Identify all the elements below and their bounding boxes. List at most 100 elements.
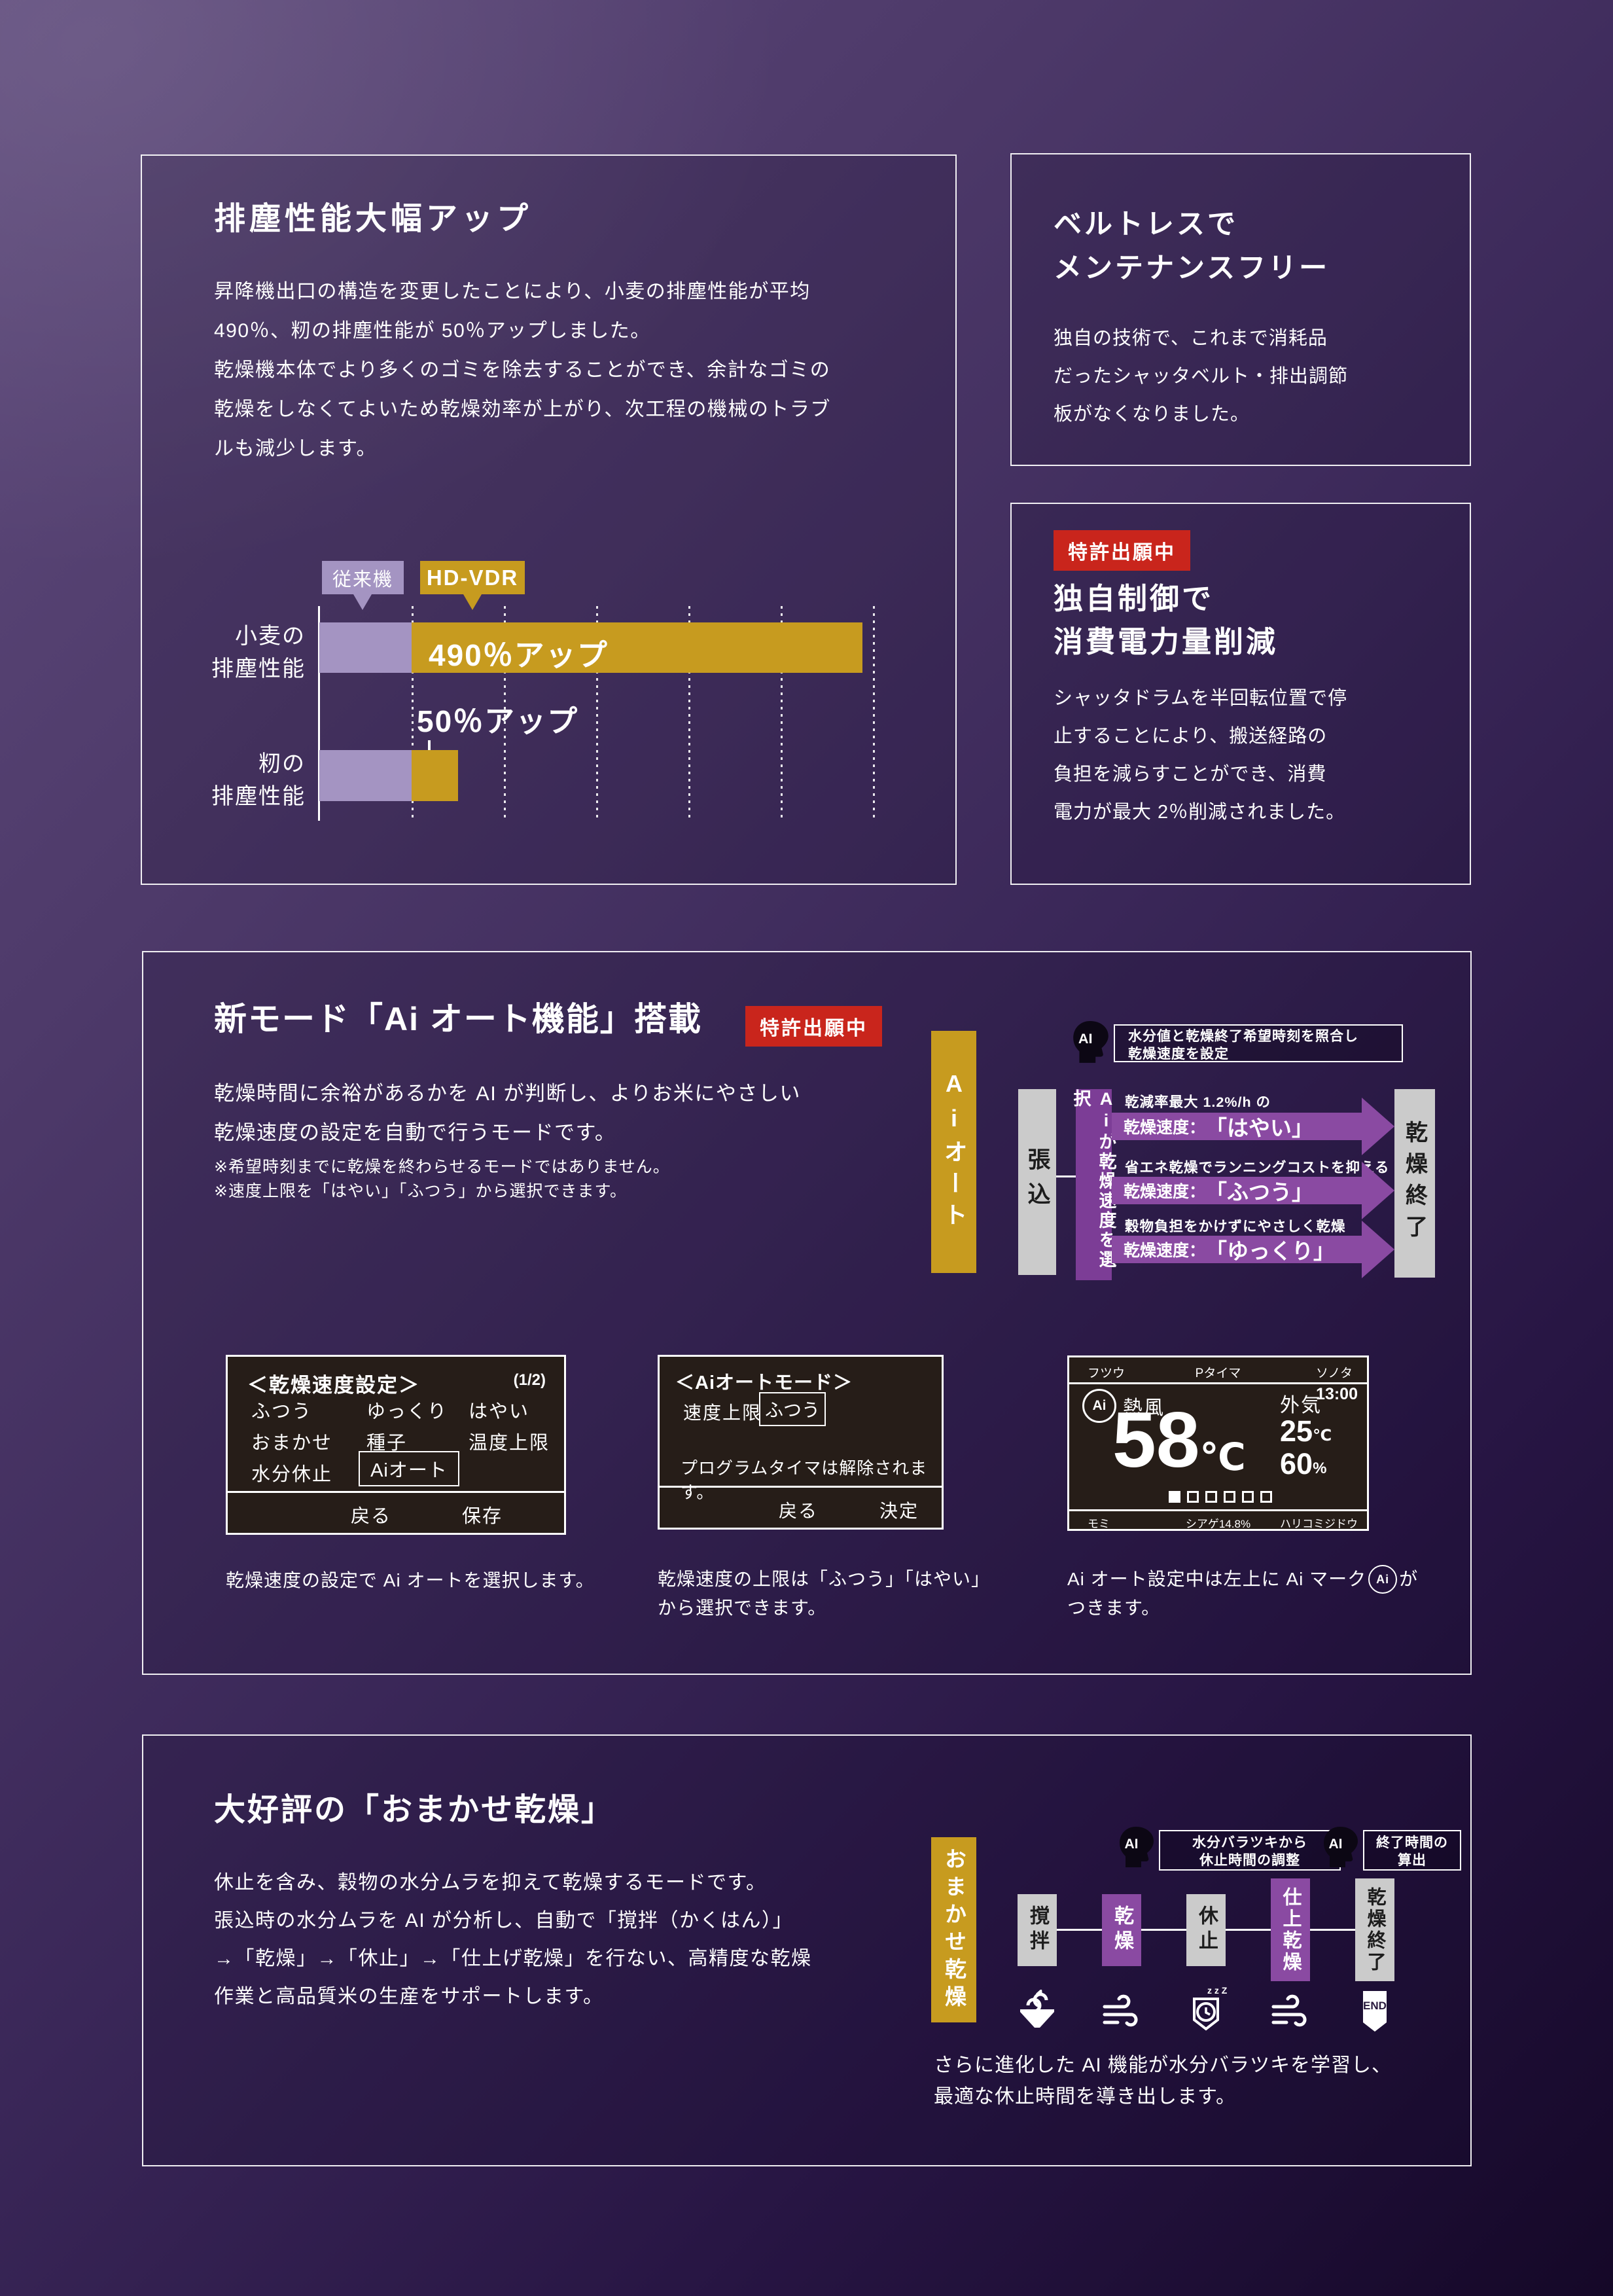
tab-futsuu: フツウ [1088, 1367, 1126, 1380]
chart-gridline [781, 606, 783, 819]
screen-message: プログラムタイマは解除されます。 [681, 1458, 928, 1502]
patent-badge: 特許出願中 [745, 1006, 882, 1047]
arrow-band: 乾燥速度： 「はやい」 [1112, 1113, 1362, 1140]
panel-body: 乾燥時間に余裕があるかを AI が判断し、よりお米にやさしい 乾燥速度の設定を自… [214, 1082, 801, 1144]
menu-option: 温度上限 [469, 1433, 550, 1454]
legend-pointer [463, 594, 482, 610]
sleep-icon: z z Z [1185, 1984, 1228, 2036]
chart-gridline [873, 606, 875, 819]
panel-title: ベルトレスで メンテナンスフリー [1054, 209, 1330, 284]
ai-callout: 水分バラツキから 休止時間の調整 [1159, 1830, 1341, 1871]
ai-head-icon: AI [1069, 1019, 1112, 1067]
patent-badge: 特許出願中 [1054, 530, 1190, 571]
screen-title: ＜乾燥速度設定＞ [247, 1374, 420, 1397]
legend-hdvdr: HD-VDR [420, 561, 525, 594]
hot-air-label: 熱風 [1123, 1397, 1165, 1419]
chart-gridline [412, 606, 414, 819]
back-button: 戻る [351, 1506, 392, 1527]
arrow-note: 乾減率最大 1.2%/h の [1125, 1094, 1271, 1110]
menu-option: おまかせ [251, 1433, 333, 1454]
panel-notes: ※希望時刻までに乾燥を終わらせるモードではありません。 ※速度上限を「はやい」「… [214, 1158, 670, 1200]
chart-gridline [688, 606, 690, 819]
back-button: 戻る [779, 1501, 819, 1521]
chart-gridline [596, 606, 598, 819]
flow-end-bar: 乾燥終了 [1394, 1089, 1435, 1278]
bar-hdvdr-wheat [412, 622, 862, 673]
legend-pointer [353, 594, 372, 610]
end-flag-icon: END [1354, 1988, 1396, 2037]
panel-title: 排塵性能大幅アップ [214, 202, 533, 236]
flow-step-stir: 撹拌 [1018, 1894, 1057, 1966]
svg-text:AI: AI [1125, 1837, 1139, 1852]
panel-power-saving: 特許出願中 独自制御で 消費電力量削減 シャッタドラムを半回転位置で停 止するこ… [1010, 503, 1471, 885]
panel-dust-performance: 排塵性能大幅アップ 昇降機出口の構造を変更したことにより、小麦の排塵性能が平均 … [141, 154, 957, 885]
panel-title: 独自制御で 消費電力量削減 [1054, 582, 1279, 658]
screen-divider [660, 1486, 942, 1488]
arrow-band: 乾燥速度： 「ゆっくり」 [1112, 1236, 1362, 1263]
panel-body: 独自の技術で、これまで消耗品 だったシャッタベルト・排出調節 板がなくなりました… [1054, 328, 1349, 425]
menu-option: はやい [469, 1401, 530, 1422]
tab-sonota: ソノタ [1315, 1367, 1353, 1380]
screen-divider [1069, 1509, 1367, 1511]
svg-text:AI: AI [1078, 1030, 1093, 1047]
flow-step-end: 乾燥終了 [1355, 1878, 1394, 1981]
chart-row-label: 籾の 排塵性能 [211, 751, 306, 809]
arrow-note: 穀物負担をかけずにやさしく乾燥 [1125, 1219, 1346, 1234]
page-indicator: (1/2) [513, 1371, 546, 1389]
panel-omakase: 大好評の「おまかせ乾燥」 休止を含み、穀物の水分ムラを抑えて乾燥するモードです。… [142, 1734, 1472, 2166]
flow-step-pause: 休止 [1186, 1894, 1226, 1966]
screen-speed-setting: ＜乾燥速度設定＞ (1/2) ふつう ゆっくり はやい おまかせ 種子 温度上限… [226, 1355, 566, 1535]
ai-callout: 終了時間の 算出 [1363, 1830, 1461, 1871]
screen-caption: 乾燥速度の上限は「ふつう」「はやい」 から選択できます。 [658, 1569, 991, 1618]
flow-step-dry: 乾燥 [1102, 1894, 1141, 1966]
screen-monitor: フツウ Pタイマ ソノタ 13:00 Ai 熱風 58 ℃ 外気 25 ℃ 60… [1067, 1355, 1369, 1531]
flow-step-finish-dry: 仕上乾燥 [1271, 1878, 1310, 1981]
bar-hdvdr-rice [412, 750, 458, 801]
clock: 13:00 [1316, 1385, 1358, 1403]
bar-annotation: 50％アップ [417, 704, 579, 738]
menu-option: 種子 [366, 1433, 408, 1454]
arrow-band: 乾燥速度： 「ふつう」 [1112, 1177, 1362, 1204]
flow-select-bar: Aiが乾燥速度を選択 [1071, 1089, 1116, 1280]
progress-indicator [1169, 1491, 1272, 1503]
stir-icon [1016, 1988, 1058, 2035]
panel-title: 大好評の「おまかせ乾燥」 [214, 1793, 615, 1827]
svg-text:END: END [1363, 2000, 1387, 2012]
hot-air-temp: 58 ℃ [1112, 1396, 1246, 1484]
menu-option: 水分休止 [251, 1464, 333, 1485]
panel-beltless: ベルトレスで メンテナンスフリー 独自の技術で、これまで消耗品 だったシャッタベ… [1010, 153, 1471, 466]
panel-body: 昇降機出口の構造を変更したことにより、小麦の排塵性能が平均 490％、籾の排塵性… [214, 281, 831, 459]
ai-head-icon: AI [1116, 1825, 1158, 1872]
status-finish-moisture: シアゲ14.8% [1185, 1518, 1251, 1530]
screen-divider [228, 1491, 564, 1493]
panel-ai-auto: 新モード「Ai オート機能」搭載 特許出願中 乾燥時間に余裕があるかを AI が… [142, 951, 1472, 1675]
diagram-caption: さらに進化した AI 機能が水分バラツキを学習し、 最適な休止時間を導き出します… [934, 2054, 1392, 2108]
panel-title: 新モード「Ai オート機能」搭載 [214, 1001, 702, 1037]
field-value-box: ふつう [759, 1392, 826, 1426]
screen-caption: 乾燥速度の設定で Ai オートを選択します。 [226, 1570, 595, 1590]
bar-old-rice [319, 750, 412, 801]
ai-mark-icon: Ai [1082, 1389, 1116, 1423]
outside-air-label: 外気 [1280, 1395, 1322, 1416]
wind-icon [1269, 1992, 1311, 2037]
wind-icon [1101, 1992, 1143, 2037]
arrow-head [1362, 1098, 1394, 1155]
menu-option: ふつう [251, 1401, 313, 1422]
arrow-head [1362, 1221, 1394, 1278]
ai-callout: 水分値と乾燥終了希望時刻を照合し 乾燥速度を設定 [1114, 1024, 1403, 1062]
field-label: 速度上限 [683, 1403, 762, 1423]
bar-annotation: 490％アップ [429, 638, 609, 672]
svg-text:AI: AI [1329, 1837, 1343, 1852]
mode-bar-ai-auto: Aiオート [931, 1031, 976, 1273]
panel-body: シャッタドラムを半回転位置で停 止することにより、搬送経路の 負担を減らすことが… [1054, 688, 1348, 823]
screen-caption: Ai オート設定中は左上に Ai マーク Ai が つきます。 [1067, 1565, 1473, 1623]
mode-bar-omakase: おまかせ乾燥 [931, 1837, 976, 2022]
screen-title: ＜Aiオートモード＞ [675, 1372, 853, 1393]
svg-text:z z Z: z z Z [1207, 1985, 1227, 1996]
arrow-note: 省エネ乾燥でランニングコストを抑える [1125, 1160, 1390, 1175]
menu-option-selected: Aiオート [359, 1451, 459, 1486]
status-grain: モミ [1088, 1518, 1110, 1530]
ai-mark-icon: Ai [1368, 1565, 1398, 1594]
ai-head-icon: AI [1320, 1825, 1362, 1872]
